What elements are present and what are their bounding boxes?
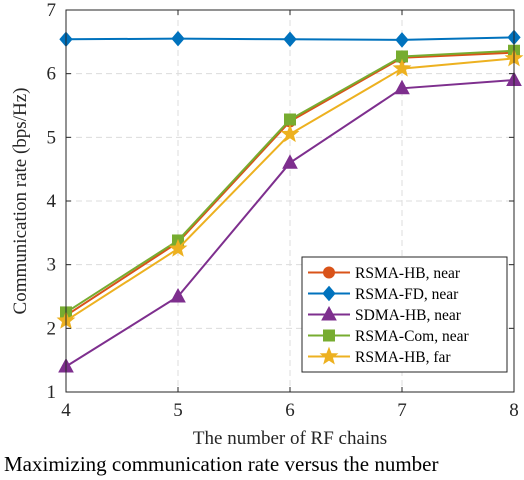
legend-label: SDMA-HB, near [355,307,462,324]
x-tick-label: 7 [397,400,407,421]
data-point [394,79,410,95]
legend-marker [323,266,335,279]
x-axis-label: The number of RF chains [193,428,387,449]
y-tick-label: 4 [47,191,57,212]
data-point [168,238,188,257]
y-tick-label: 2 [47,318,57,339]
legend-entry: RSMA-Com, near [308,328,470,345]
series-2 [58,71,522,373]
data-point [395,32,409,48]
legend-marker [321,305,337,321]
x-tick-label: 5 [173,400,183,421]
legend-marker [323,329,335,342]
data-point [283,31,297,48]
line-chart: 4 5 6 7 8 1 2 3 4 5 6 7 The number of RF chains Com… [10,0,524,449]
y-tick-label: 5 [47,127,57,148]
axis-ticks: 4 5 6 7 8 1 2 3 4 5 6 7 [47,0,519,421]
legend-entry: RSMA-HB, near [308,265,461,282]
x-tick-label: 8 [509,400,519,421]
legend: RSMA-HB, near RSMA-FD, near SDMA-HB, near R… [301,256,508,373]
data-point [282,154,298,169]
y-tick-label: 1 [47,382,57,403]
legend-marker [322,285,336,302]
data-point [170,287,186,303]
legend-label: RSMA-FD, near [355,286,459,303]
data-point [284,113,296,126]
legend-entry: RSMA-FD, near [308,285,459,303]
figure-caption: Maximizing communication rate versus the… [4,452,439,476]
legend-label: RSMA-HB, far [355,349,451,366]
series-layer [56,29,524,373]
data-point [171,30,185,47]
series-1 [59,29,521,48]
legend-entry: RSMA-HB, far [308,346,451,366]
data-point [392,58,412,77]
legend-label: RSMA-HB, near [355,265,461,282]
y-tick-label: 3 [47,255,57,276]
legend-label: RSMA-Com, near [355,328,470,345]
x-tick-label: 4 [61,400,71,421]
legend-marker [319,346,339,365]
x-tick-label: 6 [285,400,295,421]
y-axis-label: Communication rate (bps/Hz) [10,88,31,315]
data-point [280,124,300,143]
y-tick-label: 7 [47,0,57,21]
legend-entry: SDMA-HB, near [308,305,462,324]
y-tick-label: 6 [47,64,57,85]
